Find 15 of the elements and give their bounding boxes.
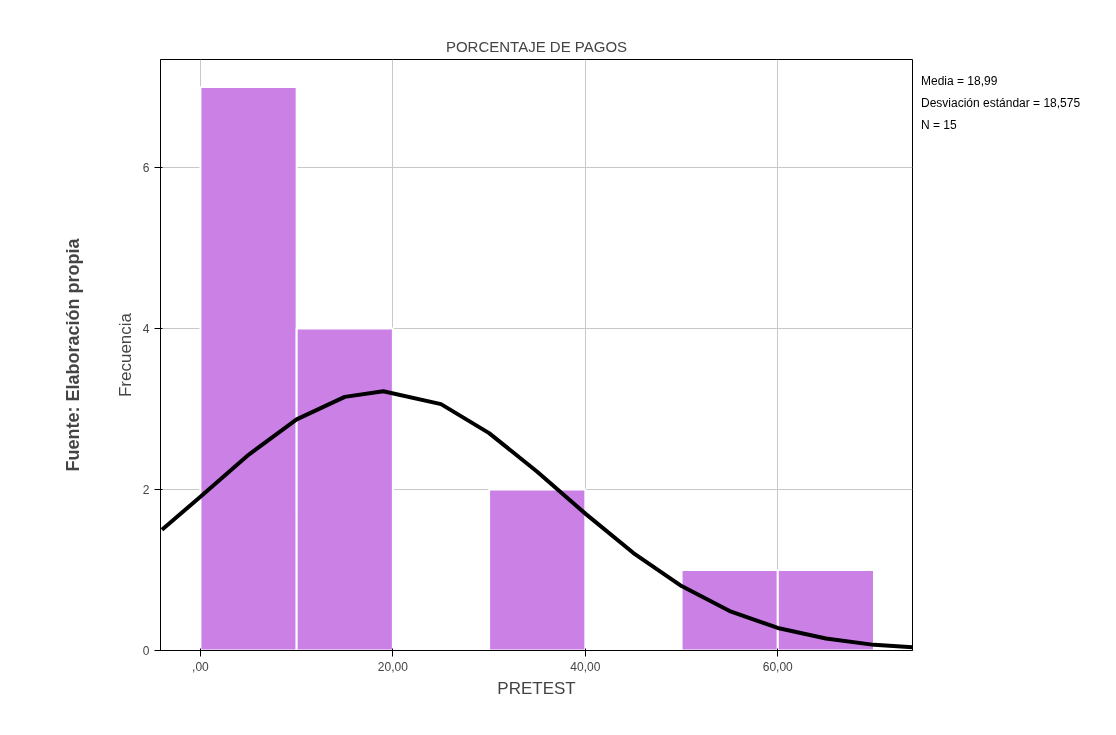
x-axis-title: PRETEST xyxy=(497,678,576,698)
x-tick-label: ,00 xyxy=(192,659,210,674)
y-tick-label: 6 xyxy=(142,160,150,175)
x-tick-label: 40,00 xyxy=(570,659,601,674)
text: N = 15 xyxy=(921,118,957,132)
x-tick-label: 20,00 xyxy=(377,659,409,674)
y-tick-label: 4 xyxy=(142,321,150,336)
x-tick-label: 60,00 xyxy=(762,659,794,674)
source-note: Fuente: Elaboración propia xyxy=(62,237,83,472)
text: Media = 18,99 xyxy=(921,74,998,88)
chart-title: PORCENTAJE DE PAGOS xyxy=(445,37,628,55)
y-tick-label: 2 xyxy=(142,482,150,497)
y-axis-title: Frecuencia xyxy=(115,312,135,398)
y-tick-label: 0 xyxy=(142,644,150,658)
text: Desviación estándar = 18,575 xyxy=(921,96,1081,110)
